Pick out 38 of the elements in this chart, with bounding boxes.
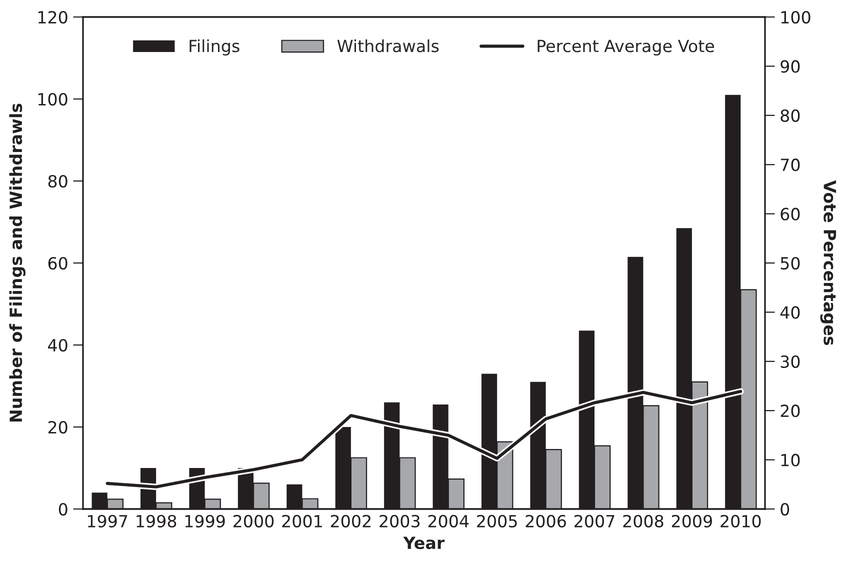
y2-tick-label: 10 (781, 454, 800, 466)
y2-tick-label: 70 (780, 158, 800, 172)
legend-label: Percent Average Vote (538, 40, 714, 56)
x-tick-label: 2000 (234, 514, 274, 528)
y2-tick-label: 0 (780, 502, 790, 516)
x-tick-label: 2009 (672, 514, 712, 528)
y2-tick-label: 50 (780, 256, 800, 270)
x-tick-label: 2010 (720, 514, 761, 528)
y2-tick-label: 20 (780, 404, 800, 418)
y-tick-label: 40 (48, 338, 68, 352)
y-tick-label: 80 (48, 174, 68, 188)
x-tick-label: 1997 (88, 514, 128, 528)
x-tick-label: 2002 (330, 514, 370, 528)
x-tick-label: 1999 (185, 514, 225, 528)
y-axis-title: Number of Filings and Withdrawls (9, 104, 26, 422)
x-tick-label: 2003 (380, 514, 420, 528)
y2-tick-label: 60 (780, 208, 800, 220)
x-tick-label: 1998 (136, 514, 176, 528)
y-tick-label: 120 (38, 10, 68, 24)
x-tick-label: 2006 (526, 514, 566, 528)
y2-tick-label: 80 (780, 109, 800, 122)
x-axis-title: Year (403, 536, 445, 550)
y2-tick-label: 100 (781, 10, 810, 24)
legend-label: Filings (190, 39, 240, 56)
y-tick-label: 20 (48, 420, 68, 434)
legend-label: Withdrawals (337, 39, 439, 52)
y-tick-label: 100 (38, 92, 68, 106)
x-tick-label: 2007 (574, 514, 614, 528)
y2-tick-label: 40 (780, 306, 800, 319)
x-tick-label: 2008 (623, 514, 664, 528)
x-tick-label: 2004 (428, 514, 469, 528)
y2-tick-label: 90 (780, 60, 800, 73)
y2-tick-label: 30 (780, 355, 800, 368)
y-tick-label: 0 (58, 502, 68, 516)
y2-axis-title: Vote Percentages (820, 180, 836, 346)
y-tick-label: 60 (48, 256, 68, 270)
x-tick-label: 2005 (477, 514, 517, 528)
x-tick-label: 2001 (282, 514, 322, 528)
